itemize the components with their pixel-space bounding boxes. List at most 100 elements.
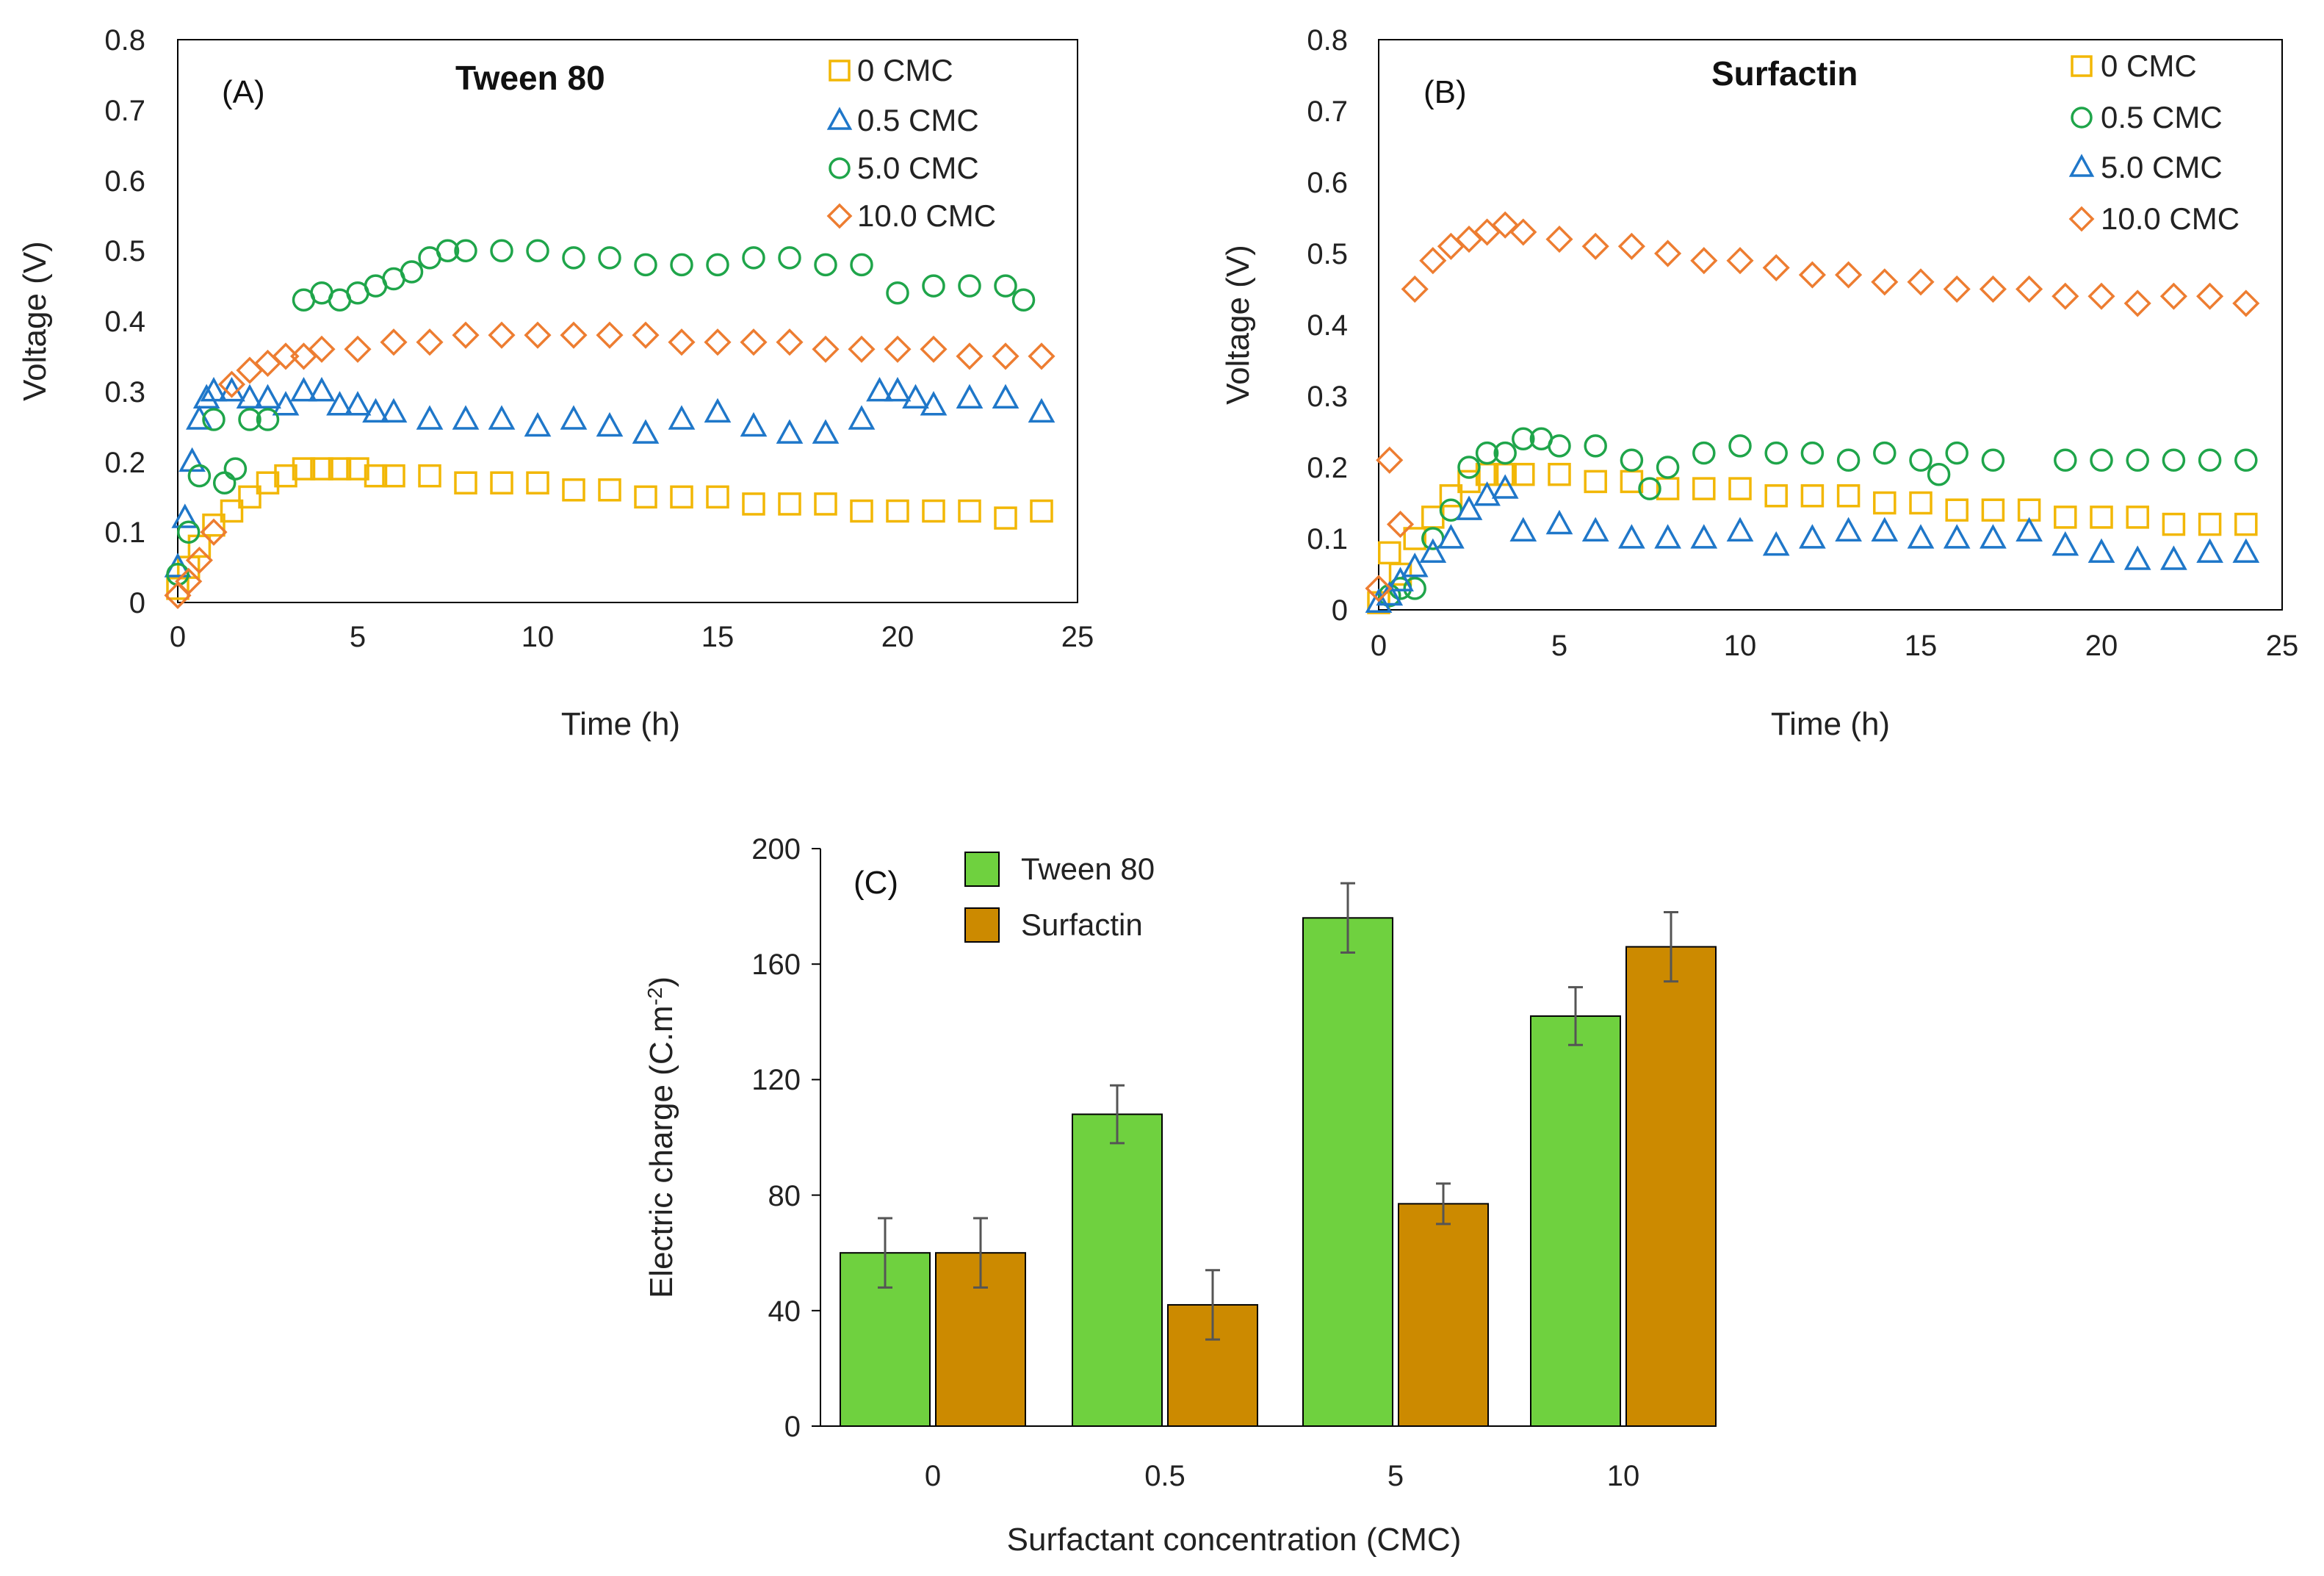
legend-label: Tween 80 bbox=[1021, 852, 1155, 886]
data-point bbox=[400, 260, 424, 284]
data-point bbox=[1871, 268, 1899, 296]
data-point bbox=[562, 246, 585, 270]
data-point bbox=[1945, 441, 1968, 465]
data-point bbox=[1376, 446, 1404, 474]
legend-marker bbox=[2068, 154, 2095, 177]
legend-marker-shape bbox=[829, 60, 851, 82]
data-point bbox=[1378, 541, 1401, 565]
data-point bbox=[1873, 441, 1897, 465]
data-point bbox=[1836, 448, 1861, 472]
data-point bbox=[562, 478, 585, 502]
data-point bbox=[200, 518, 228, 546]
data-point bbox=[1980, 524, 2007, 549]
data-point bbox=[632, 419, 660, 444]
x-tick-labels: 0 5 10 15 20 25 bbox=[1371, 630, 2298, 662]
data-point bbox=[1638, 477, 1661, 500]
data-point bbox=[436, 239, 460, 262]
y-axis-label: Voltage (V) bbox=[1220, 245, 1256, 405]
data-point bbox=[1981, 448, 2005, 472]
data-point bbox=[1798, 261, 1826, 289]
y-tick-label: 0.5 bbox=[1307, 238, 1348, 270]
x-tick-label: 0 bbox=[170, 621, 186, 653]
data-point bbox=[1620, 448, 1644, 472]
data-point bbox=[2126, 505, 2149, 529]
y-tick-labels: 0 0.1 0.2 0.3 0.4 0.5 0.6 0.7 0.8 bbox=[104, 24, 145, 619]
data-point bbox=[236, 384, 264, 409]
data-point bbox=[1945, 498, 1968, 522]
data-point bbox=[2051, 530, 2079, 556]
data-point bbox=[1654, 524, 1681, 549]
data-point bbox=[670, 253, 693, 277]
data-point bbox=[778, 492, 801, 516]
data-point bbox=[2196, 538, 2223, 564]
x-tick-label: 25 bbox=[2266, 630, 2299, 662]
data-point bbox=[596, 321, 624, 349]
scatter-points bbox=[1365, 211, 2260, 615]
data-point bbox=[704, 397, 732, 423]
data-point bbox=[326, 391, 353, 416]
data-point bbox=[202, 513, 225, 537]
y-tick-label: 80 bbox=[768, 1180, 801, 1212]
data-point bbox=[814, 492, 837, 516]
data-point bbox=[223, 457, 248, 481]
y-tick-label: 0.1 bbox=[1307, 523, 1348, 555]
x-category-label: 10 bbox=[1607, 1460, 1640, 1492]
data-point bbox=[524, 411, 552, 437]
data-point bbox=[1981, 498, 2005, 522]
data-point bbox=[994, 274, 1017, 298]
error-bars bbox=[878, 882, 1678, 1341]
legend-marker-shape bbox=[829, 157, 851, 179]
y-tick-label: 0.2 bbox=[1307, 452, 1348, 484]
legend-marker bbox=[2071, 55, 2093, 77]
legend-label: 0 CMC bbox=[857, 53, 953, 87]
legend-label: 5.0 CMC bbox=[2101, 150, 2223, 184]
data-point bbox=[1365, 588, 1393, 613]
data-point bbox=[328, 457, 352, 481]
data-point bbox=[1401, 275, 1429, 303]
panel-a: 0 5 10 15 20 25 0 0.1 0.2 0.3 0.4 0.5 0.… bbox=[17, 24, 1094, 742]
legend-marker-shape bbox=[2068, 154, 2095, 177]
data-point bbox=[1764, 484, 1788, 508]
data-point bbox=[454, 239, 477, 262]
data-point bbox=[812, 335, 840, 363]
y-axis-label-superscript: -2 bbox=[643, 987, 666, 1006]
y-tick-label: 0.6 bbox=[1307, 167, 1348, 199]
plot-frame bbox=[1378, 39, 2283, 611]
data-point bbox=[256, 408, 280, 431]
data-point bbox=[290, 377, 317, 402]
y-tick-label: 40 bbox=[768, 1295, 801, 1328]
bars bbox=[840, 917, 1717, 1428]
x-category-labels: 0 0.5 5 10 bbox=[925, 1460, 1639, 1492]
data-point bbox=[1581, 232, 1609, 260]
x-tick-label: 20 bbox=[881, 621, 914, 653]
data-point bbox=[778, 246, 801, 270]
data-point bbox=[1387, 566, 1414, 591]
y-tick-label: 200 bbox=[751, 833, 801, 866]
data-point bbox=[2054, 448, 2077, 472]
data-point bbox=[212, 471, 237, 494]
data-point bbox=[1618, 524, 1645, 549]
data-point bbox=[454, 471, 477, 494]
data-point bbox=[274, 464, 297, 488]
data-point bbox=[1028, 342, 1055, 370]
data-point bbox=[362, 397, 389, 423]
data-point bbox=[776, 419, 804, 444]
data-point bbox=[814, 253, 837, 277]
data-point bbox=[2162, 448, 2186, 472]
panel-label: (A) bbox=[222, 74, 265, 110]
legend-marker-shape bbox=[826, 107, 853, 130]
data-point bbox=[1455, 495, 1483, 520]
data-point bbox=[344, 391, 372, 416]
data-point bbox=[1457, 456, 1481, 479]
data-point bbox=[490, 471, 513, 494]
x-tick-label: 15 bbox=[1905, 630, 1938, 662]
x-tick-label: 10 bbox=[522, 621, 555, 653]
data-point bbox=[292, 457, 316, 481]
y-tick-label: 0.1 bbox=[104, 517, 145, 549]
data-point bbox=[488, 405, 516, 430]
y-tick-label: 0 bbox=[1332, 594, 1348, 627]
data-point bbox=[2234, 512, 2258, 536]
data-point bbox=[1512, 427, 1535, 450]
x-axis-label: Time (h) bbox=[561, 706, 680, 742]
y-tick-label: 0.8 bbox=[104, 24, 145, 57]
